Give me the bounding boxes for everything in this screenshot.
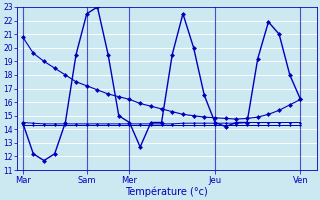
- X-axis label: Température (°c): Température (°c): [125, 186, 208, 197]
